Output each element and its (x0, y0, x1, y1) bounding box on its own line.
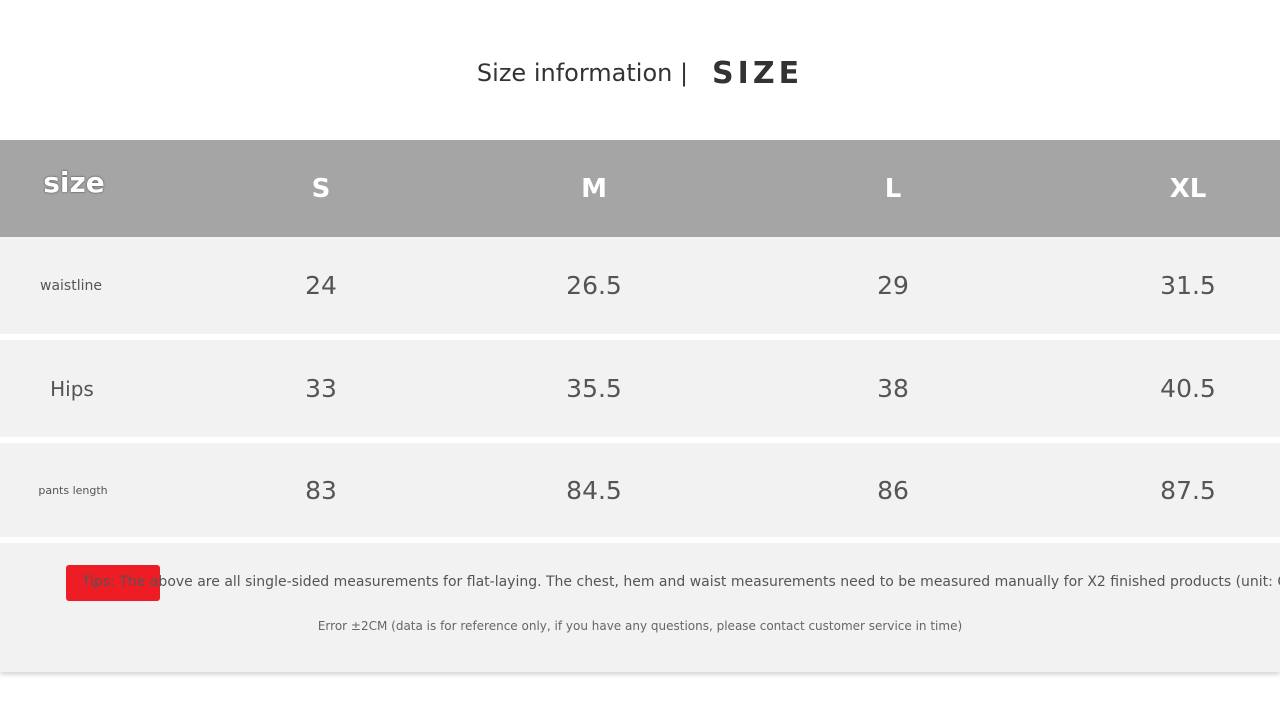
tip-highlight (66, 565, 160, 601)
tip-text: Tips: The above are all single-sided mea… (82, 574, 1280, 590)
cell-value: 83 (305, 475, 337, 505)
cell-value: 35.5 (566, 374, 622, 403)
cell-value: 86 (877, 475, 909, 505)
footer-notes: Tips: The above are all single-sided mea… (0, 543, 1280, 672)
header-size-l: L (884, 173, 902, 204)
cell-value: 31.5 (1160, 271, 1216, 300)
header-size-m: M (581, 173, 607, 204)
cell-value: 33 (305, 374, 337, 403)
table-row: Hips 33 35.5 38 40.5 (0, 340, 1280, 437)
title-size: SIZE (712, 56, 804, 91)
cell-value: 84.5 (566, 475, 622, 505)
row-label: pants length (38, 483, 108, 497)
cell-value: 87.5 (1160, 475, 1216, 505)
header-label: size (43, 166, 105, 199)
title-text: Size information | (476, 59, 689, 87)
cell-value: 40.5 (1160, 374, 1216, 403)
table-row: pants length 83 84.5 86 87.5 (0, 443, 1280, 537)
page-title: Size information | SIZE (0, 56, 1280, 91)
error-note: Error ±2CM (data is for reference only, … (317, 619, 963, 633)
header-size-xl: XL (1169, 173, 1207, 204)
cell-value: 29 (877, 271, 909, 300)
row-label: waistline (40, 277, 102, 294)
cell-value: 38 (877, 374, 909, 403)
header-size-s: S (311, 173, 331, 204)
cell-value: 26.5 (566, 271, 622, 300)
header-row: size S M L XL (0, 140, 1280, 237)
table-row: waistline 24 26.5 29 31.5 (0, 237, 1280, 334)
row-label: Hips (50, 376, 94, 401)
cell-value: 24 (305, 271, 337, 300)
